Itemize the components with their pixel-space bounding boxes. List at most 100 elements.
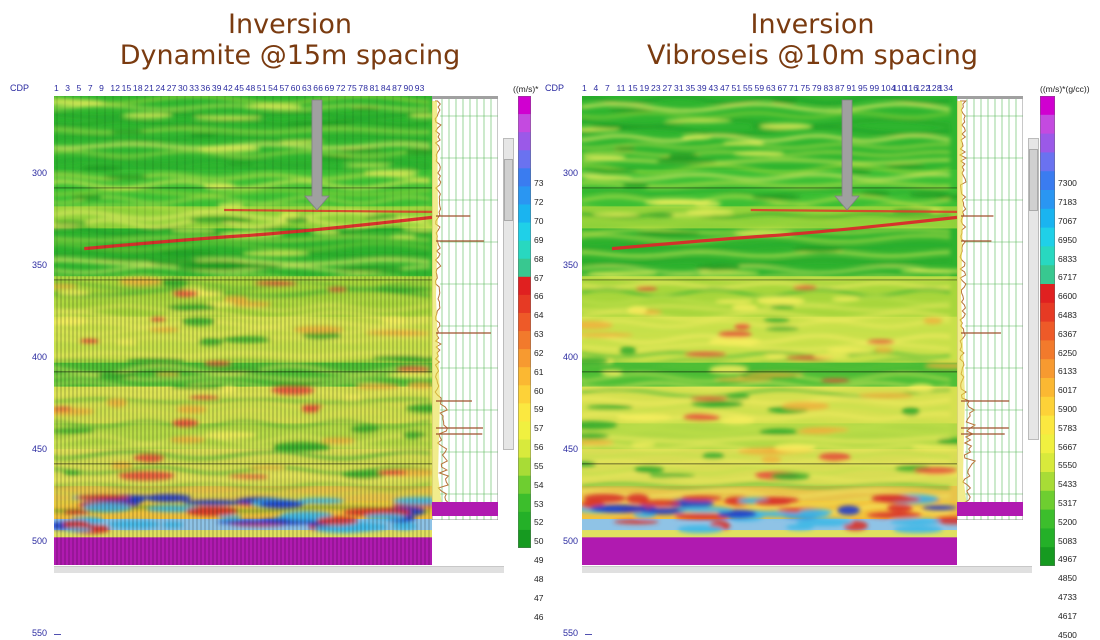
right-colorbar-swatch (1040, 415, 1055, 435)
right-colorbar-unit: ((m/s)*(g/cc)) (1040, 84, 1090, 94)
right-colorbar-swatch (1040, 490, 1055, 511)
left-cdp-tick: 21 (144, 83, 155, 93)
right-cdp-tick: 79 (812, 83, 822, 93)
right-colorbar-swatch (1040, 208, 1055, 229)
left-colorbar-swatch (518, 114, 531, 133)
right-scrollbar[interactable] (1028, 138, 1039, 440)
left-y-tick: 500 (32, 535, 48, 546)
right-colorbar (1040, 96, 1055, 566)
right-colorbar-swatch (1040, 434, 1055, 454)
right-scrollbar-thumb[interactable] (1029, 149, 1038, 211)
right-well-log-track (957, 96, 1023, 520)
left-colorbar-swatch (518, 312, 531, 332)
left-cdp-tick: 63 (302, 83, 312, 93)
right-reflector-upper (750, 208, 957, 213)
left-panel: CDP 1 3 5 7 9 12 15 18 21 24 27 30 33 36 39 42 45 48 51 54 5… (0, 78, 545, 638)
left-cdp-tick: 51 (256, 83, 267, 93)
right-colorbar-label: 6950 (1058, 234, 1077, 245)
right-cdp-tick: 63 (766, 83, 776, 93)
right-cdp-tick: 95 (858, 83, 868, 93)
right-cdp-tick: 19 (639, 83, 650, 93)
right-colorbar-swatch (1040, 547, 1055, 566)
left-colorbar-label: 69 (534, 234, 544, 245)
right-cdp-tick: 15 (628, 83, 638, 93)
right-colorbar-label: 5083 (1058, 535, 1077, 546)
right-y-tick: 350 (563, 259, 579, 270)
right-cdp-tick: 99 (869, 83, 880, 93)
left-well-log-track (432, 96, 498, 520)
left-arrow (304, 99, 330, 211)
left-colorbar (518, 96, 531, 548)
left-cdp-tick: 81 (369, 83, 380, 93)
left-cdp-tick: 75 (347, 83, 357, 93)
left-colorbar-swatch (518, 331, 531, 350)
left-colorbar-swatch (518, 222, 531, 242)
right-cdp-tick: 1 (582, 83, 587, 93)
left-cdp-tick: 69 (324, 83, 335, 93)
right-colorbar-label: 7183 (1058, 197, 1077, 208)
left-colorbar-swatch (518, 493, 531, 513)
right-cdp-tick: 51 (731, 83, 742, 93)
left-colorbar-label: 56 (534, 442, 544, 453)
left-cdp-tick: 5 (76, 83, 82, 93)
right-y-tick: 450 (563, 443, 579, 454)
right-colorbar-swatch (1040, 453, 1055, 473)
left-colorbar-label: 66 (534, 291, 544, 302)
left-cdp-tick: 54 (268, 83, 279, 93)
right-cdp-tick: 23 (651, 83, 661, 93)
right-colorbar-label: 6483 (1058, 310, 1077, 320)
left-title-line1: Inversion (228, 9, 352, 40)
right-cdp-tick: 27 (662, 83, 673, 93)
right-colorbar-label: 5667 (1058, 441, 1077, 452)
right-colorbar-swatch (1040, 190, 1055, 210)
left-cdp-tick: 39 (211, 83, 222, 93)
right-colorbar-label: 6833 (1058, 253, 1077, 264)
left-log-curve (434, 100, 450, 510)
left-scrollbar[interactable] (503, 138, 514, 450)
left-y-tick-mark (54, 633, 61, 635)
right-colorbar-label: 5317 (1058, 498, 1077, 508)
left-scrollbar-thumb[interactable] (504, 159, 513, 221)
right-colorbar-label: 4850 (1058, 573, 1077, 584)
left-cdp-tick: 84 (380, 83, 391, 93)
left-y-tick: 400 (32, 351, 48, 362)
left-colorbar-label: 61 (534, 366, 544, 377)
left-log-basement (432, 502, 498, 516)
right-colorbar-label: 6250 (1058, 347, 1077, 358)
left-colorbar-label: 57 (534, 423, 544, 434)
right-cdp-tick: 122 (915, 83, 931, 93)
right-cdp-tick: 71 (789, 83, 799, 93)
left-colorbar-swatch (518, 439, 531, 459)
left-bottom-strip (54, 566, 504, 573)
left-colorbar-swatch (518, 150, 531, 169)
right-cdp-tick: 87 (835, 83, 845, 93)
right-colorbar-swatch (1040, 321, 1055, 341)
right-cdp-tick: 47 (720, 83, 730, 93)
right-colorbar-swatch (1040, 246, 1055, 266)
left-seismic-section (54, 96, 432, 565)
right-colorbar-label: 6017 (1058, 385, 1077, 396)
right-colorbar-swatch (1040, 152, 1055, 172)
right-seismic-section (582, 96, 957, 565)
right-colorbar-swatch (1040, 528, 1055, 548)
left-colorbar-swatch (518, 294, 531, 314)
left-colorbar-label: 46 (534, 611, 544, 622)
right-y-tick: 400 (563, 351, 579, 362)
right-colorbar-swatch (1040, 472, 1055, 492)
right-colorbar-swatch (1040, 96, 1055, 116)
left-cdp-tick: 3 (65, 83, 71, 93)
right-colorbar-swatch (1040, 359, 1055, 379)
right-cdp-tick: 59 (754, 83, 765, 93)
right-colorbar-label: 5900 (1058, 404, 1077, 414)
right-colorbar-label: 6600 (1058, 291, 1077, 302)
right-colorbar-swatch (1040, 133, 1055, 153)
right-cdp-tick: 43 (708, 83, 719, 93)
right-log-fill (957, 101, 967, 506)
left-cdp-tick: 78 (358, 83, 369, 93)
right-colorbar-swatch (1040, 265, 1055, 285)
right-colorbar-swatch (1040, 509, 1055, 529)
left-colorbar-swatch (518, 457, 531, 477)
right-cdp-tick: 116 (904, 83, 919, 93)
left-cdp-tick: 60 (290, 83, 301, 93)
right-colorbar-label: 7067 (1058, 216, 1077, 226)
